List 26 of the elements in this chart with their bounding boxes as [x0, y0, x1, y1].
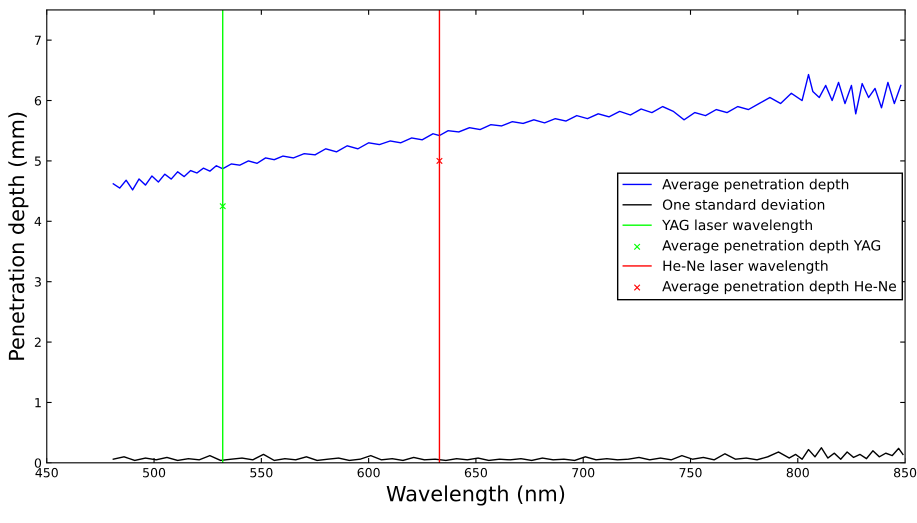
line-series	[112, 74, 902, 191]
y-tick-label: 6	[34, 96, 42, 106]
y-tick-label: 5	[34, 156, 41, 166]
x-tick-label: 600	[358, 468, 380, 478]
x-tick-label: 650	[464, 468, 488, 478]
legend-label: One standard deviation	[662, 199, 824, 210]
y-tick-label: 0	[34, 458, 42, 468]
legend-label: Average penetration depth	[662, 178, 848, 192]
x-tick-label: 800	[786, 468, 809, 478]
legend-label: He-Ne laser wavelength	[663, 260, 828, 274]
y-tick-label: 3	[34, 277, 41, 287]
x-tick-label: 700	[572, 468, 594, 478]
legend-label: Average penetration depth He-Ne	[662, 280, 896, 294]
y-tick-label: 7	[34, 36, 41, 45]
legend-label: YAG laser wavelength	[662, 219, 812, 233]
x-tick-label: 850	[894, 468, 916, 478]
x-tick-label: 750	[680, 468, 702, 478]
x-axis-title: Wavelength (nm)	[386, 485, 564, 506]
x-tick-label: 450	[35, 468, 58, 478]
y-axis-title: Penetration depth (mm)	[8, 112, 28, 360]
x-tick-label: 550	[250, 468, 272, 478]
y-tick-label: 2	[34, 338, 41, 347]
x-tick-label: 500	[143, 468, 166, 478]
y-tick-label: 1	[35, 398, 41, 408]
y-tick-label: 4	[34, 216, 42, 226]
legend-label: Average penetration depth YAG	[662, 240, 880, 254]
